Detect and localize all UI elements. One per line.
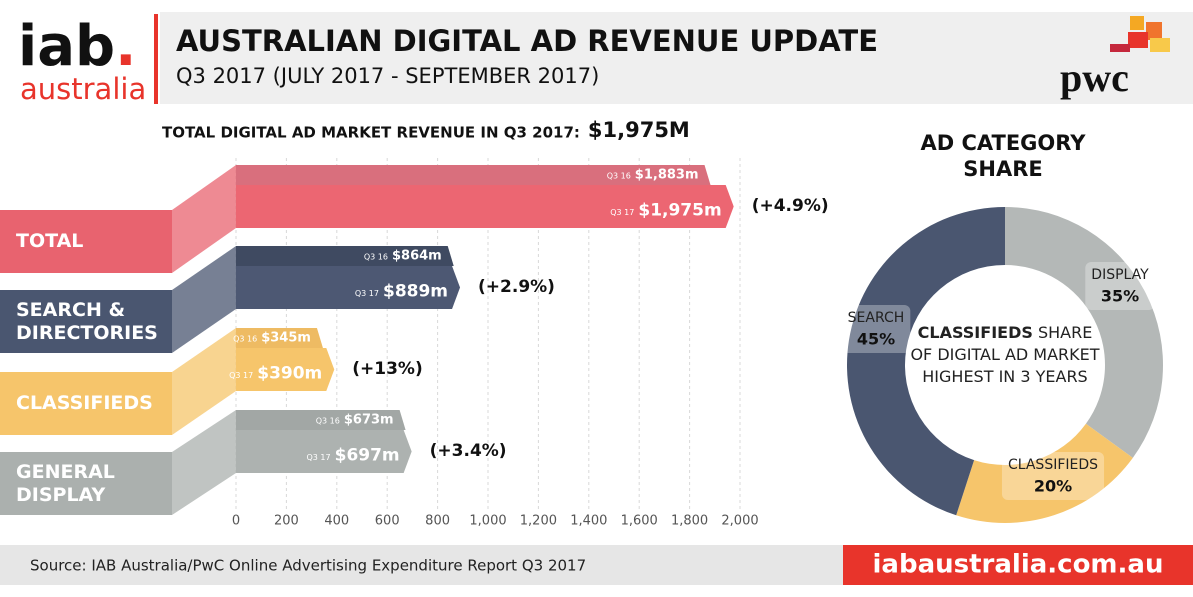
- title: AUSTRALIAN DIGITAL AD REVENUE UPDATE: [176, 24, 878, 58]
- header-band: [160, 12, 1193, 104]
- x-tick-label: 1,000: [469, 514, 506, 529]
- series-name: Q3 16: [233, 335, 257, 344]
- value-label: $390m: [257, 364, 322, 384]
- series-name: Q3 16: [364, 253, 388, 262]
- value-label: $697m: [335, 446, 400, 466]
- series-name: Q3 17: [307, 453, 331, 462]
- category-label: TOTAL: [16, 230, 84, 252]
- bar: [236, 165, 711, 185]
- value-label: $889m: [383, 282, 448, 302]
- series-name: Q3 17: [610, 208, 634, 217]
- x-tick-label: 800: [425, 514, 450, 529]
- donut-slice: [1005, 207, 1163, 458]
- donut-center-note: CLASSIFIEDS SHARE OF DIGITAL AD MARKET H…: [905, 322, 1105, 388]
- value-label: $1,975m: [638, 201, 721, 221]
- logo-dot: .: [115, 14, 136, 79]
- series-name: Q3 16: [607, 172, 631, 181]
- source: Source: IAB Australia/PwC Online Adverti…: [30, 557, 586, 575]
- logo: iab.: [18, 14, 136, 79]
- url-box: [843, 545, 1193, 585]
- brand: pwc: [1060, 55, 1129, 100]
- slice-label: DISPLAY 35%: [1085, 262, 1155, 310]
- slice-label: SEARCH 45%: [841, 305, 911, 353]
- donut-title: AD CATEGORY SHARE: [920, 131, 1086, 181]
- x-tick-label: 1,400: [570, 514, 607, 529]
- value-label: $345m: [261, 331, 311, 346]
- connector: [172, 246, 236, 353]
- logo-main: iab: [18, 14, 115, 79]
- connector: [172, 165, 236, 273]
- category-box: [0, 372, 172, 435]
- center-bold: CLASSIFIEDS: [917, 323, 1033, 342]
- x-tick-label: 1,800: [671, 514, 708, 529]
- slice-label-bg: [1085, 262, 1155, 310]
- bar: [236, 246, 454, 266]
- x-tick-label: 2,000: [721, 514, 758, 529]
- x-tick-label: 200: [274, 514, 299, 529]
- slice-name: SEARCH: [848, 310, 905, 326]
- bar: [236, 430, 412, 473]
- bar: [236, 328, 323, 348]
- change-label: (+3.4%): [430, 441, 507, 461]
- change-label: (+13%): [352, 359, 422, 379]
- category-box: [0, 290, 172, 353]
- bar: [236, 348, 335, 391]
- slice-label-bg: [1001, 452, 1105, 500]
- value-label: $1,883m: [635, 168, 699, 183]
- bar-title: TOTAL DIGITAL AD MARKET REVENUE IN Q3 20…: [162, 124, 580, 142]
- bar: [236, 410, 406, 430]
- series-name: Q3 17: [355, 289, 379, 298]
- x-tick-label: 1,600: [621, 514, 658, 529]
- slice-label: CLASSIFIEDS 20%: [1001, 452, 1105, 500]
- slice-value: 35%: [1101, 287, 1139, 306]
- connector: [172, 410, 236, 515]
- brand-blocks: [1110, 16, 1170, 52]
- slice-label-bg: [841, 305, 911, 353]
- subtitle: Q3 2017 (JULY 2017 - SEPTEMBER 2017): [176, 64, 599, 88]
- x-tick-label: 400: [324, 514, 349, 529]
- category-label: GENERAL DISPLAY: [16, 460, 115, 506]
- category-label: SEARCH & DIRECTORIES: [16, 298, 158, 344]
- x-tick-label: 0: [232, 514, 240, 529]
- header-divider: [154, 14, 158, 104]
- series-name: Q3 17: [229, 371, 253, 380]
- series-name: Q3 16: [316, 417, 340, 426]
- category-label: CLASSIFIEDS: [16, 392, 153, 414]
- logo-sub: australia: [20, 72, 146, 106]
- bar-title-value: $1,975M: [588, 118, 690, 142]
- change-label: (+2.9%): [478, 277, 555, 297]
- bar: [236, 266, 461, 309]
- x-tick-label: 600: [375, 514, 400, 529]
- connector: [172, 328, 236, 435]
- value-label: $673m: [344, 413, 394, 428]
- slice-value: 20%: [1034, 477, 1072, 496]
- change-label: (+4.9%): [752, 196, 829, 216]
- slice-value: 45%: [857, 330, 895, 349]
- slice-name: CLASSIFIEDS: [1008, 457, 1098, 473]
- donut-slice: [956, 423, 1133, 523]
- category-box: [0, 210, 172, 273]
- category-box: [0, 452, 172, 515]
- url[interactable]: iabaustralia.com.au: [873, 550, 1164, 580]
- bar: [236, 185, 734, 228]
- value-label: $864m: [392, 249, 442, 264]
- slice-name: DISPLAY: [1091, 267, 1149, 283]
- donut-slice: [847, 207, 1005, 516]
- center-text: SHARE OF DIGITAL AD MARKET HIGHEST IN 3 …: [910, 323, 1100, 386]
- x-tick-label: 1,200: [520, 514, 557, 529]
